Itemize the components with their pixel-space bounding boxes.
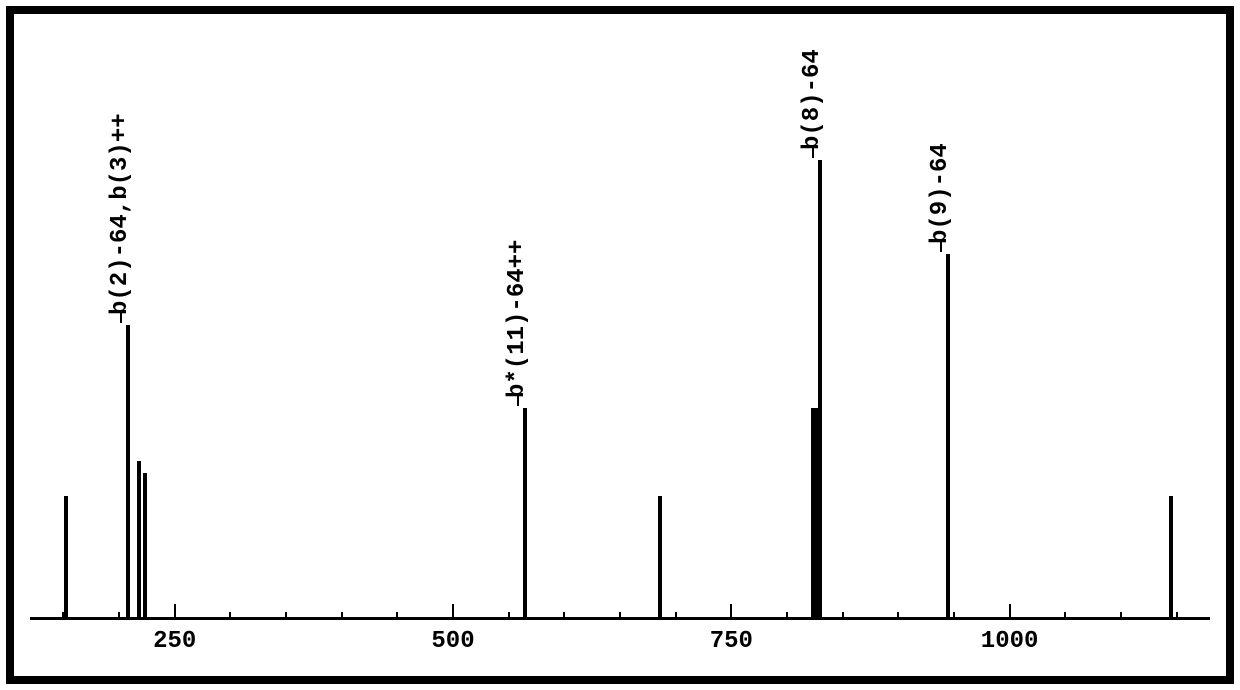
x-minor-tick	[1176, 612, 1178, 620]
x-minor-tick	[897, 612, 899, 620]
x-minor-tick	[229, 612, 231, 620]
x-major-tick	[452, 604, 454, 620]
spectrum-peak	[523, 408, 527, 620]
x-minor-tick	[118, 612, 120, 620]
peak-label: b(9)-64	[927, 143, 954, 244]
x-minor-tick	[1064, 612, 1066, 620]
x-tick-label: 250	[153, 628, 196, 655]
spectrum-peak	[811, 408, 818, 620]
spectrum-peak	[126, 325, 130, 620]
x-major-tick	[174, 604, 176, 620]
x-major-tick	[730, 604, 732, 620]
x-minor-tick	[341, 612, 343, 620]
spectrum-peak	[143, 473, 147, 621]
spectrum-peak	[946, 254, 950, 620]
x-minor-tick	[786, 612, 788, 620]
spectrum-peak	[1169, 496, 1173, 620]
peak-label: b(8)-64	[799, 49, 826, 150]
x-minor-tick	[842, 612, 844, 620]
peak-label: b(2)-64,b(3)++	[107, 113, 134, 315]
plot-area: b(2)-64,b(3)++ b*(11)-64++ b(8)-64 b(9)-64	[30, 30, 1210, 620]
spectrum-peak	[64, 496, 68, 620]
x-major-tick	[1009, 604, 1011, 620]
x-minor-tick	[675, 612, 677, 620]
x-tick-label: 1000	[981, 628, 1039, 655]
x-minor-tick	[953, 612, 955, 620]
spectrum-peak	[818, 160, 822, 620]
spectrum-peak	[137, 461, 141, 620]
x-tick-label: 750	[710, 628, 753, 655]
x-minor-tick	[619, 612, 621, 620]
x-minor-tick	[396, 612, 398, 620]
x-minor-tick	[1120, 612, 1122, 620]
x-minor-tick	[563, 612, 565, 620]
chart-frame: b(2)-64,b(3)++b*(11)-64++b(8)-64b(9)-64 …	[0, 0, 1240, 690]
x-tick-label: 500	[431, 628, 474, 655]
peak-label: b*(11)-64++	[504, 239, 531, 397]
spectrum-peak	[658, 496, 662, 620]
x-minor-tick	[508, 612, 510, 620]
x-minor-tick	[285, 612, 287, 620]
